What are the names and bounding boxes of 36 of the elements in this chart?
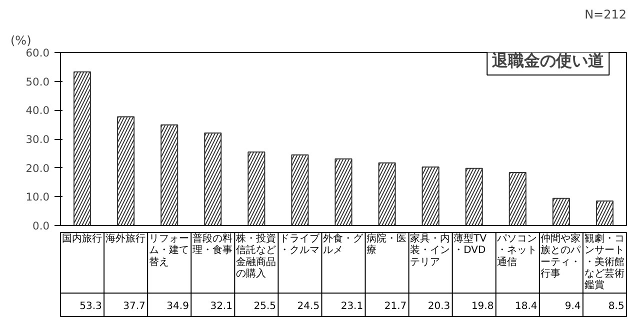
y-axis-title: (%) [10, 34, 32, 48]
data-label: 21.7 [384, 300, 407, 312]
y-tick-label: 50.0 [26, 75, 50, 88]
data-label: 24.5 [297, 300, 320, 312]
x-tick-label: 仲間や家族とのパーティ・行事 [540, 232, 582, 280]
chart-title: 退職金の使い道 [491, 50, 606, 70]
x-tick-label: 家具・内装・インテリア [410, 232, 450, 268]
data-label: 34.9 [166, 300, 189, 312]
x-tick-label: 普段の料理・食事 [192, 232, 232, 256]
data-label: 18.4 [514, 300, 538, 312]
data-label: 53.3 [80, 300, 102, 312]
data-label: 23.1 [340, 300, 364, 312]
x-tick-label: 国内旅行 [62, 232, 102, 245]
x-tick-label: リフォーム・建て替え [148, 234, 189, 268]
x-tick-label: 観劇・コンサート・美術館など芸術鑑賞 [584, 232, 624, 291]
y-tick-label: 10.0 [26, 190, 50, 204]
x-tick-label: 海外旅行 [105, 232, 146, 245]
data-label: 20.3 [428, 300, 450, 312]
y-tick-label: 60.0 [26, 46, 50, 60]
data-label: 32.1 [210, 300, 232, 312]
y-tick-label: 40.0 [26, 104, 50, 118]
text: N=212 [584, 8, 626, 22]
x-tick-label: パソコン・ネット通信 [496, 234, 538, 268]
x-tick-label: ドライブ・クルマ [280, 232, 320, 256]
data-label: 37.7 [123, 300, 146, 312]
y-tick-label: 0.0 [32, 220, 50, 232]
x-tick-label: 薄型TV・DVD [454, 232, 487, 256]
data-label: 8.5 [608, 300, 624, 312]
data-label: 19.8 [471, 300, 494, 312]
data-label: 9.4 [564, 300, 581, 312]
y-tick-label: 30.0 [26, 133, 50, 146]
x-tick-label: 外食・グルメ [323, 232, 364, 256]
x-tick-label: 株・投資信託など金融商品の購入 [234, 232, 276, 280]
x-tick-label: 病院・医療 [366, 232, 407, 256]
data-label: 25.5 [254, 300, 276, 312]
y-tick-label: 20.0 [26, 162, 50, 175]
